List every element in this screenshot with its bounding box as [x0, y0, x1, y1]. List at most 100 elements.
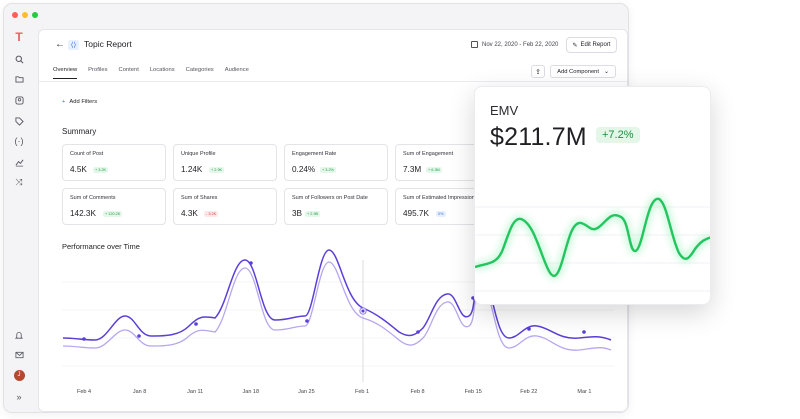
data-point[interactable]	[305, 319, 309, 323]
avatar-wrap[interactable]: J	[12, 368, 26, 382]
x-axis-label: Feb 1	[355, 389, 369, 395]
x-axis-label: Jan 18	[243, 389, 260, 395]
summary-card-label: Sum of Shares	[181, 195, 218, 201]
expand-icon[interactable]: »	[16, 392, 22, 402]
summary-card-label: Count of Post	[70, 151, 104, 157]
summary-card-label: Unique Profile	[181, 151, 216, 157]
emv-card: EMV $211.7M +7.2%	[474, 86, 711, 305]
summary-card[interactable]: Sum of Shares 4.3K - 3.2K	[173, 188, 277, 225]
summary-card-value: 4.3K	[181, 209, 198, 218]
add-component-label: Add Component	[557, 68, 600, 75]
data-point[interactable]	[416, 330, 420, 334]
x-axis-label: Feb 8	[411, 389, 425, 395]
edit-report-button[interactable]: ✎ Edit Report	[566, 37, 617, 53]
summary-card-value: 0.24%	[292, 165, 316, 174]
chevron-down-icon: ⌄	[604, 68, 609, 75]
topic-icon: ⟨⟩	[68, 40, 79, 50]
x-axis-label: Feb 4	[77, 389, 91, 395]
data-point[interactable]	[249, 261, 253, 265]
emv-value: $211.7M	[490, 123, 587, 151]
summary-card[interactable]: Sum of Comments 142.3K + 120.2K	[62, 188, 166, 225]
user-icon[interactable]	[12, 93, 26, 107]
summary-card-label: Sum of Engagement	[403, 151, 454, 157]
x-axis-label: Feb 22	[520, 389, 537, 395]
tab-overview[interactable]: Overview	[53, 67, 78, 79]
maximize-window-icon[interactable]	[32, 12, 38, 18]
summary-card-label: Engagement Rate	[292, 151, 337, 157]
x-axis-label: Mar 1	[577, 389, 591, 395]
series-points	[82, 261, 586, 341]
data-point[interactable]	[361, 309, 365, 313]
data-point[interactable]	[527, 327, 531, 331]
summary-card-value: 4.5K	[70, 165, 87, 174]
pencil-icon: ✎	[572, 42, 578, 49]
add-filters-button[interactable]: + Add Filters	[62, 99, 97, 105]
tag-icon[interactable]	[12, 114, 26, 128]
summary-card-value: 7.3M	[403, 165, 422, 174]
performance-title: Performance over Time	[62, 242, 140, 251]
summary-card-label: Sum of Estimated Impressions	[403, 195, 478, 201]
summary-card-change-badge: + 2.9K	[209, 167, 225, 173]
summary-card-value: 1.24K	[181, 165, 203, 174]
chart-icon[interactable]	[12, 155, 26, 169]
data-point[interactable]	[471, 296, 475, 300]
folder-icon[interactable]	[12, 72, 26, 86]
logo-icon[interactable]: T	[15, 30, 23, 44]
tab-categories[interactable]: Categories	[185, 67, 214, 73]
x-axis-label: Jan 8	[133, 389, 146, 395]
close-window-icon[interactable]	[12, 12, 18, 18]
summary-card-change-badge: + 2.9B	[305, 211, 321, 217]
edit-report-label: Edit Report	[580, 42, 611, 48]
calendar-icon	[471, 41, 478, 48]
series-secondary-line	[62, 261, 612, 351]
data-point[interactable]	[137, 334, 141, 338]
summary-card-change-badge: + 120.2K	[103, 211, 123, 217]
tab-audience[interactable]: Audience	[224, 67, 249, 73]
date-range-text: Nov 22, 2020 - Feb 22, 2020	[482, 41, 559, 48]
x-axis-label: Jan 11	[187, 389, 203, 395]
tab-profiles[interactable]: Profiles	[88, 67, 108, 73]
sidebar-rail: T (·) ⤨ J »	[4, 26, 34, 412]
summary-card-change-badge: + 3.2%	[320, 167, 336, 173]
report-header: ← ⟨⟩ Topic Report Nov 22, 2020 - Feb 22,…	[39, 30, 627, 60]
summary-card-change-badge: 0%	[436, 211, 446, 217]
summary-title: Summary	[62, 127, 97, 136]
summary-card[interactable]: Engagement Rate 0.24% + 3.2%	[284, 144, 388, 181]
mail-icon[interactable]	[12, 348, 26, 362]
add-component-button[interactable]: Add Component ⌄	[550, 65, 616, 78]
tab-locations[interactable]: Locations	[149, 67, 175, 73]
performance-chart: Feb 4 Jan 8 Jan 11 Jan 18 Jan 25 Feb 1 Feb 8 Fe…	[62, 249, 614, 395]
x-axis-label: Feb 15	[465, 389, 482, 395]
window-controls	[12, 12, 38, 18]
summary-card-label: Sum of Followers on Post Date	[292, 195, 368, 201]
x-axis-labels: Feb 4 Jan 8 Jan 11 Jan 18 Jan 25 Feb 1 Feb 8 Fe…	[77, 389, 591, 395]
avatar[interactable]: J	[13, 369, 25, 381]
data-point[interactable]	[582, 330, 586, 334]
data-point[interactable]	[194, 322, 198, 326]
tab-bar: Overview Profiles Content Locations Cate…	[53, 67, 260, 79]
shuffle-icon[interactable]: ⤨	[15, 176, 23, 187]
summary-card-change-badge: - 3.2K	[204, 211, 219, 217]
summary-card-value: 495.7K	[403, 209, 429, 218]
search-icon[interactable]	[12, 52, 26, 66]
series-primary-line	[62, 249, 612, 341]
summary-card[interactable]: Sum of Followers on Post Date 3B + 2.9B	[284, 188, 388, 225]
minimize-window-icon[interactable]	[22, 12, 28, 18]
broadcast-icon[interactable]: (·)	[14, 136, 24, 146]
summary-card[interactable]: Count of Post 4.5K + 3.2K	[62, 144, 166, 181]
summary-card[interactable]: Unique Profile 1.24K + 2.9K	[173, 144, 277, 181]
summary-card-change-badge: + 3.2K	[93, 167, 109, 173]
emv-sparkline	[475, 196, 710, 292]
data-point[interactable]	[82, 337, 86, 341]
bell-icon[interactable]	[12, 328, 26, 342]
date-range[interactable]: Nov 22, 2020 - Feb 22, 2020	[471, 41, 558, 48]
summary-card-value: 3B	[292, 209, 303, 218]
summary-card-change-badge: + 6.3M	[426, 167, 442, 173]
page-title: Topic Report	[84, 39, 132, 49]
plus-icon: +	[62, 99, 66, 105]
tab-content[interactable]: Content	[118, 67, 139, 73]
emv-change-badge: +7.2%	[596, 127, 640, 143]
back-arrow-icon[interactable]: ←	[55, 39, 65, 50]
tab-divider	[39, 81, 627, 82]
share-icon[interactable]: ⇪	[531, 65, 545, 78]
